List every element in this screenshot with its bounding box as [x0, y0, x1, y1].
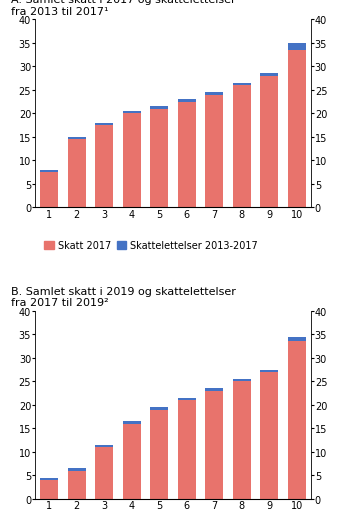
- Bar: [123, 114, 140, 208]
- Bar: [150, 107, 168, 109]
- Bar: [261, 74, 278, 77]
- Bar: [233, 83, 251, 86]
- Bar: [68, 468, 85, 471]
- Bar: [178, 400, 196, 499]
- Bar: [123, 112, 140, 114]
- Bar: [233, 379, 251, 382]
- Bar: [205, 93, 223, 95]
- Bar: [178, 100, 196, 102]
- Bar: [288, 51, 306, 208]
- Bar: [150, 410, 168, 499]
- Bar: [95, 447, 113, 499]
- Bar: [40, 171, 58, 173]
- Bar: [95, 124, 113, 126]
- Bar: [288, 337, 306, 342]
- Bar: [68, 137, 85, 140]
- Bar: [40, 478, 58, 480]
- Bar: [205, 95, 223, 208]
- Bar: [261, 370, 278, 372]
- Bar: [95, 445, 113, 447]
- Bar: [178, 102, 196, 208]
- Bar: [123, 421, 140, 424]
- Bar: [123, 424, 140, 499]
- Bar: [288, 342, 306, 499]
- Text: B. Samlet skatt i 2019 og skattelettelser
fra 2017 til 2019²: B. Samlet skatt i 2019 og skattelettelse…: [11, 286, 235, 307]
- Bar: [68, 140, 85, 208]
- Bar: [233, 86, 251, 208]
- Bar: [205, 391, 223, 499]
- Bar: [233, 382, 251, 499]
- Bar: [150, 407, 168, 410]
- Bar: [261, 372, 278, 499]
- Bar: [288, 44, 306, 51]
- Bar: [68, 471, 85, 499]
- Bar: [40, 173, 58, 208]
- Bar: [178, 398, 196, 400]
- Bar: [205, 388, 223, 391]
- Bar: [95, 126, 113, 208]
- Text: A. Samlet skatt i 2017 og skattelettelser
fra 2013 til 2017¹: A. Samlet skatt i 2017 og skattelettelse…: [11, 0, 235, 17]
- Bar: [150, 109, 168, 208]
- Bar: [261, 77, 278, 208]
- Bar: [40, 480, 58, 499]
- Legend: Skatt 2017, Skattelettelser 2013-2017: Skatt 2017, Skattelettelser 2013-2017: [44, 241, 258, 251]
